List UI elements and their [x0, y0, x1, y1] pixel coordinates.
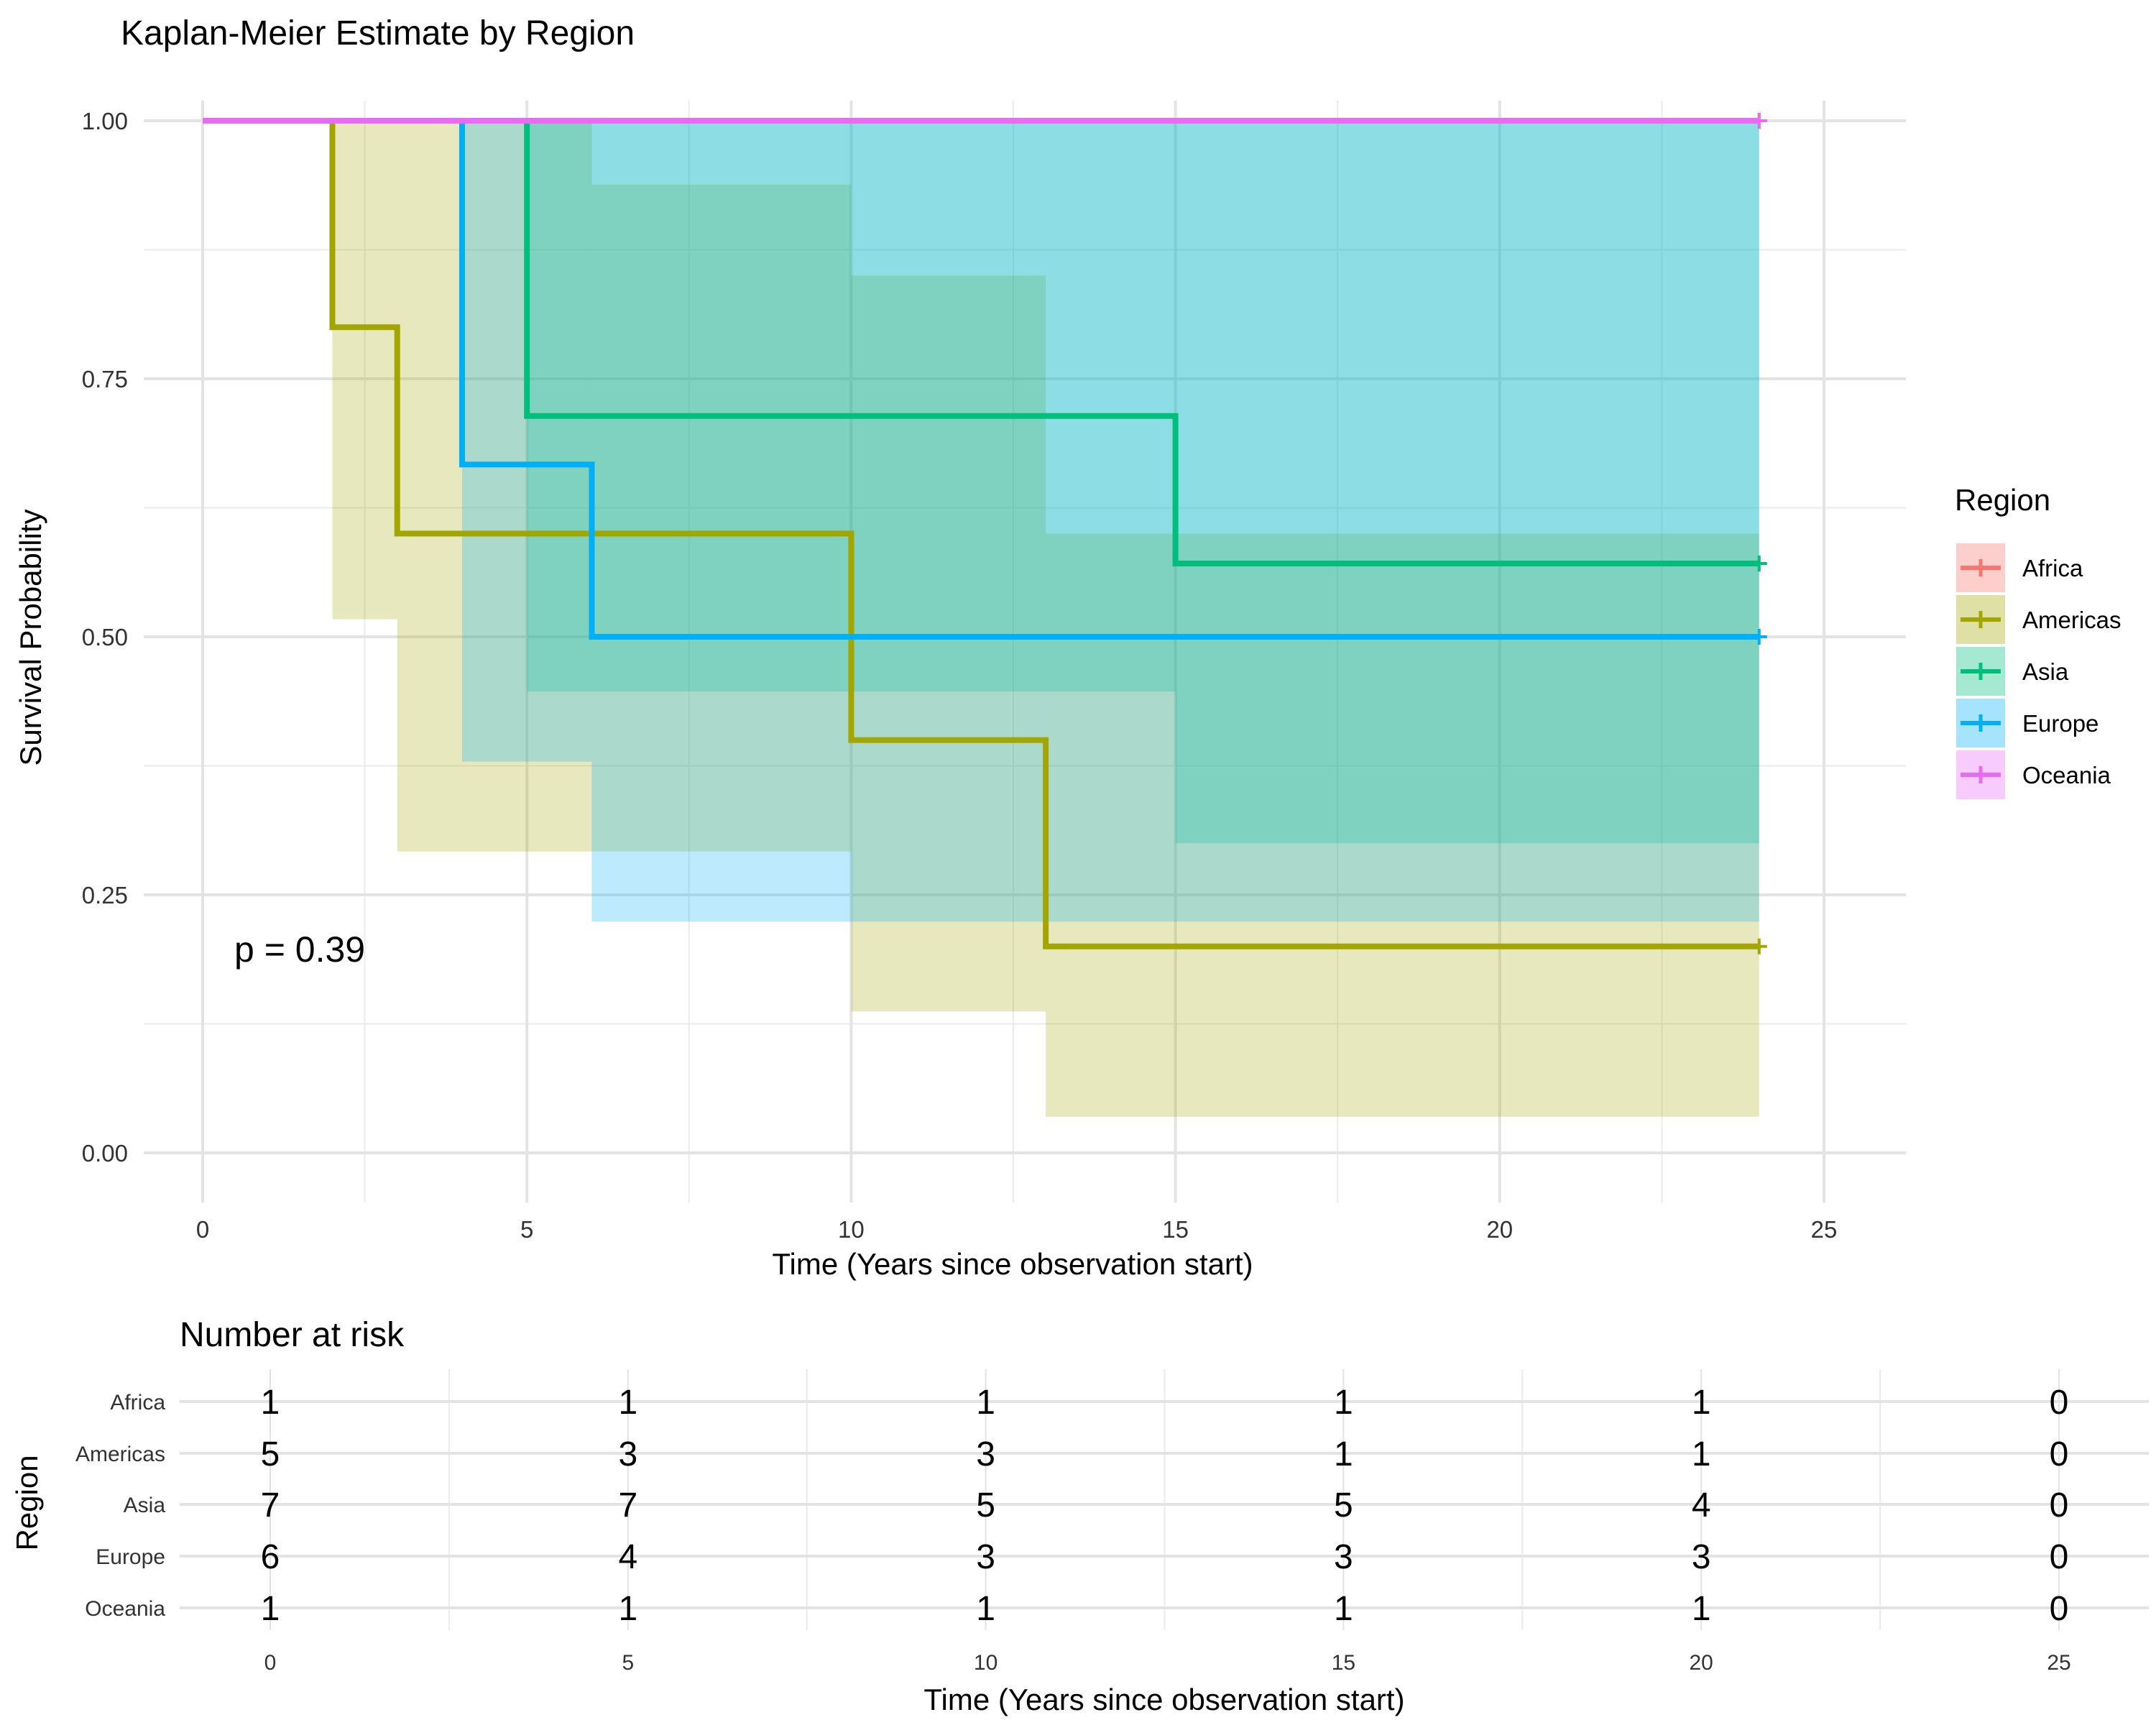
- legend-title: Region: [1955, 483, 2050, 517]
- y-tick-label: 1.00: [82, 108, 128, 134]
- survival-curves: [203, 118, 1759, 949]
- y-tick-label: 0.25: [82, 882, 128, 908]
- risk-cell-africa: 0: [2050, 1384, 2069, 1422]
- y-axis-label: Survival Probability: [14, 509, 47, 765]
- legend-items: Africa Americas Asia Europe Oceania: [1956, 543, 2122, 799]
- risk-table-x-axis-label: Time (Years since observation start): [923, 1683, 1404, 1716]
- x-tick-label: 5: [520, 1216, 533, 1243]
- risk-cell-americas: 5: [261, 1435, 280, 1473]
- confidence-bands: [332, 121, 1759, 1117]
- censor-mark-americas: [1751, 938, 1767, 954]
- risk-cell-europe: 6: [261, 1538, 280, 1576]
- y-tick-label: 0.50: [82, 624, 128, 650]
- risk-cell-africa: 1: [1334, 1384, 1353, 1422]
- p-value-annotation: p = 0.39: [234, 929, 365, 970]
- legend-label-americas: Americas: [2022, 607, 2122, 633]
- risk-cell-europe: 4: [618, 1538, 637, 1576]
- censor-mark-europe: [1751, 629, 1767, 645]
- risk-cell-oceania: 1: [261, 1590, 280, 1628]
- risk-table-title: Number at risk: [180, 1316, 405, 1354]
- legend-item-oceania: Oceania: [1956, 750, 2111, 799]
- legend-label-europe: Europe: [2022, 710, 2099, 737]
- ci-band-americas: [851, 275, 1046, 1012]
- risk-cell-oceania: 1: [1692, 1590, 1711, 1628]
- censor-mark-oceania: [1751, 113, 1767, 129]
- legend-label-asia: Asia: [2022, 658, 2069, 685]
- risk-cell-europe: 3: [1692, 1538, 1711, 1576]
- risk-row-label-americas: Americas: [75, 1443, 165, 1466]
- risk-cell-europe: 3: [1334, 1538, 1353, 1576]
- legend: Region Africa Americas Asia Europe Oceania: [1955, 483, 2122, 799]
- risk-cell-asia: 0: [2050, 1486, 2069, 1524]
- risk-cell-africa: 1: [618, 1384, 637, 1422]
- risk-x-tick-label: 20: [1690, 1651, 1713, 1675]
- risk-table-y-axis-label: Region: [10, 1455, 44, 1550]
- number-at-risk-table: Number at risk Africa Americas Asia Europe O…: [10, 1316, 2149, 1716]
- risk-cell-oceania: 1: [1334, 1590, 1353, 1628]
- ci-band-americas: [1046, 533, 1759, 1117]
- y-tick-label: 0.00: [82, 1140, 128, 1167]
- legend-label-oceania: Oceania: [2022, 762, 2111, 788]
- risk-row-label-africa: Africa: [110, 1391, 165, 1414]
- risk-x-tick-label: 10: [974, 1651, 998, 1675]
- x-tick-label: 20: [1486, 1216, 1513, 1243]
- survival-plot: Kaplan-Meier Estimate by Region 0 5 10 15 20…: [14, 14, 1906, 1281]
- risk-table-x-tick-labels: 0 5 10 15 20 25: [264, 1651, 2071, 1675]
- censor-mark-asia: [1751, 556, 1767, 572]
- x-tick-label: 0: [196, 1216, 209, 1243]
- ci-band-americas: [397, 121, 592, 852]
- risk-cell-africa: 1: [261, 1384, 280, 1422]
- risk-cell-asia: 7: [618, 1486, 637, 1524]
- risk-cell-asia: 5: [1334, 1486, 1353, 1524]
- risk-row-label-europe: Europe: [96, 1545, 165, 1569]
- x-tick-label: 15: [1162, 1216, 1189, 1243]
- risk-table-cells: 1 1 1 1 1 0 5 3 3 1 1 0 7 7 5 5 4 0 6 4 3 3 3 0 1 1 1 1 1 0: [261, 1384, 2069, 1628]
- risk-cell-americas: 3: [976, 1435, 995, 1473]
- legend-item-asia: Asia: [1956, 647, 2069, 696]
- risk-cell-oceania: 0: [2050, 1590, 2069, 1628]
- risk-cell-americas: 3: [618, 1435, 637, 1473]
- chart-title: Kaplan-Meier Estimate by Region: [121, 14, 635, 52]
- risk-cell-americas: 1: [1692, 1435, 1711, 1473]
- x-tick-label: 10: [838, 1216, 865, 1243]
- risk-row-label-oceania: Oceania: [85, 1597, 165, 1621]
- censor-marks: [1751, 113, 1767, 954]
- risk-x-tick-label: 0: [264, 1651, 277, 1675]
- ci-band-americas: [332, 121, 397, 620]
- ci-band-asia: [1175, 121, 1759, 844]
- risk-cell-asia: 5: [976, 1486, 995, 1524]
- legend-item-africa: Africa: [1956, 543, 2083, 592]
- risk-x-tick-label: 25: [2047, 1651, 2070, 1675]
- legend-item-americas: Americas: [1956, 595, 2122, 644]
- legend-item-europe: Europe: [1956, 699, 2099, 748]
- risk-cell-europe: 3: [976, 1538, 995, 1576]
- risk-cell-americas: 1: [1334, 1435, 1353, 1473]
- risk-cell-americas: 0: [2050, 1435, 2069, 1473]
- risk-table-gridlines: [180, 1369, 2149, 1630]
- risk-cell-asia: 7: [261, 1486, 280, 1524]
- risk-row-label-asia: Asia: [124, 1494, 166, 1517]
- risk-cell-oceania: 1: [618, 1590, 637, 1628]
- survival-curve-americas: [203, 118, 1759, 949]
- risk-table-row-labels: Africa Americas Asia Europe Oceania: [75, 1391, 165, 1621]
- ci-band-americas: [591, 185, 852, 852]
- risk-cell-europe: 0: [2050, 1538, 2069, 1576]
- x-axis-tick-labels: 0 5 10 15 20 25: [196, 1216, 1838, 1243]
- risk-cell-oceania: 1: [976, 1590, 995, 1628]
- legend-label-africa: Africa: [2022, 555, 2083, 581]
- risk-cell-africa: 1: [1692, 1384, 1711, 1422]
- risk-x-tick-label: 15: [1332, 1651, 1355, 1675]
- risk-cell-asia: 4: [1692, 1486, 1711, 1524]
- y-axis-tick-labels: 0.00 0.25 0.50 0.75 1.00: [82, 108, 128, 1167]
- x-tick-label: 25: [1811, 1216, 1838, 1243]
- risk-x-tick-label: 5: [622, 1651, 634, 1675]
- y-tick-label: 0.75: [82, 366, 128, 392]
- x-axis-label: Time (Years since observation start): [772, 1247, 1253, 1281]
- risk-cell-africa: 1: [976, 1384, 995, 1422]
